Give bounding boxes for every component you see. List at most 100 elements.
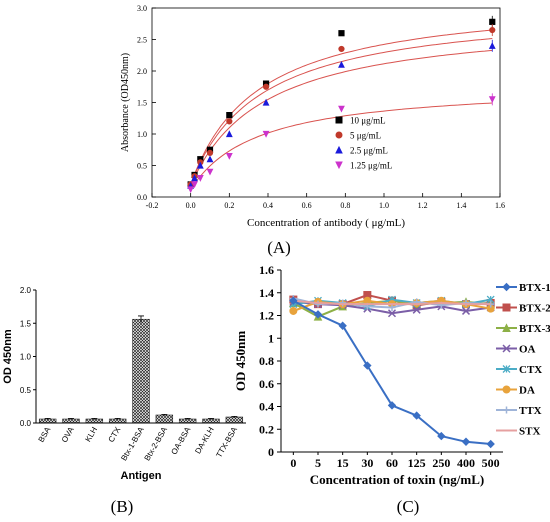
panel-a-x-tick-label: 1.4 bbox=[456, 201, 466, 210]
panel-c-legend-marker bbox=[502, 385, 511, 394]
panel-b-bar bbox=[225, 416, 244, 424]
panel-c-x-tick-label: 0 bbox=[290, 456, 296, 470]
panel-a-data-point bbox=[226, 118, 233, 125]
panel-a-y-axis-label: Absorbance (OD450nm) bbox=[120, 53, 131, 152]
panel-a-y-tick-label: 2.5 bbox=[137, 36, 147, 45]
panel-c-legend-label: OA bbox=[519, 344, 536, 356]
panel-b-y-tick-label: 0.5 bbox=[20, 386, 32, 395]
panel-c-x-tick-label: 125 bbox=[408, 456, 426, 470]
panel-a-legend-label: 10 μg/mL bbox=[350, 116, 386, 126]
panel-c-data-point bbox=[437, 431, 446, 441]
panel-b-x-tick-label: TTX-BSA bbox=[214, 425, 239, 459]
panel-c-x-tick-label: 400 bbox=[457, 456, 475, 470]
panel-c-legend-marker bbox=[502, 303, 511, 312]
panel-a-data-point bbox=[338, 45, 345, 53]
panel-a-x-tick-label: 1.6 bbox=[495, 201, 505, 210]
panel-a-y-tick-label: 0.5 bbox=[137, 162, 147, 171]
panel-a-data-point bbox=[225, 130, 233, 138]
panel-c-legend-label: BTX-1 bbox=[519, 282, 550, 294]
panel-c-legend-label: BTX-2 bbox=[519, 303, 550, 315]
panel-c-chart: 0 0.2 0.4 0.6 0.8 1 1.2 1.4 1.6 0 5 15 30 60 125 250 40… bbox=[233, 263, 550, 516]
panel-c-legend-label: CTX bbox=[519, 364, 542, 376]
panel-a-data-point bbox=[191, 174, 198, 182]
panel-b-label: (B) bbox=[111, 497, 134, 516]
panel-a-data-point bbox=[206, 149, 214, 156]
panel-a-data-point bbox=[262, 130, 270, 138]
panel-b-error-bar bbox=[138, 315, 144, 323]
panel-b-x-tick-label: OA-BSA bbox=[169, 425, 192, 456]
panel-a-data-point bbox=[262, 83, 270, 90]
panel-b-x-tick-label: BSA bbox=[37, 425, 53, 444]
panel-a-legend-marker bbox=[335, 145, 343, 154]
panel-a-data-point bbox=[225, 152, 233, 160]
panel-a-fit-curve bbox=[190, 102, 493, 190]
panel-a-chart: 0.00.51.01.52.02.53.0 -0.2 0.0 0.2 0.4 0.6 0.… bbox=[120, 4, 505, 257]
panel-b-error-bar bbox=[114, 417, 121, 420]
panel-b-bar bbox=[155, 414, 174, 424]
panel-b-y-tick-label: 0.0 bbox=[20, 419, 32, 428]
panel-b-x-tick-label: Btx-2-BSA bbox=[143, 425, 170, 462]
panel-b-error-bar bbox=[208, 417, 214, 420]
panel-c-y-tick-label: 1.4 bbox=[259, 286, 274, 300]
panel-b-error-bar bbox=[231, 415, 238, 418]
panel-a-data-point bbox=[226, 112, 233, 119]
panel-c-y-tick-label: 1 bbox=[268, 331, 274, 345]
panel-a-y-tick-label: 1.0 bbox=[137, 130, 147, 139]
panel-a-plot-area bbox=[151, 7, 501, 198]
panel-a-x-tick-label: 0.6 bbox=[302, 201, 312, 210]
panel-c-series-line bbox=[293, 299, 491, 306]
panel-a-legend-label: 2.5 μg/mL bbox=[350, 146, 388, 156]
panel-c-y-tick-label: 1.2 bbox=[259, 309, 274, 323]
panel-c-label: (C) bbox=[397, 497, 420, 516]
panel-a-label: (A) bbox=[267, 238, 291, 257]
panel-a-fit-curve bbox=[190, 49, 493, 186]
panel-c-data-point bbox=[461, 306, 471, 315]
panel-c-data-point bbox=[313, 310, 323, 319]
panel-a-data-point bbox=[338, 105, 345, 113]
panel-a-data-point bbox=[338, 60, 345, 68]
panel-c-data-point bbox=[486, 439, 495, 449]
panel-a-legend-marker bbox=[335, 116, 343, 124]
panel-c-data-point bbox=[462, 299, 470, 307]
panel-c-legend-marker bbox=[502, 344, 511, 353]
panel-c-y-tick-label: 0.6 bbox=[259, 377, 274, 391]
panel-c-data-point bbox=[289, 306, 298, 315]
panel-b-chart: 0.0 0.5 1.0 1.5 2.0 BSA OVA KLH CTXBtx-1-BSABtx… bbox=[2, 286, 246, 516]
panel-c-data-point bbox=[314, 300, 322, 308]
panel-a-legend-label: 1.25 μg/mL bbox=[350, 161, 392, 171]
panel-a-legend-marker bbox=[335, 131, 343, 139]
panel-c-y-axis-label: OD 450nm bbox=[233, 331, 248, 391]
panel-c-data-point bbox=[387, 401, 397, 410]
panel-a-x-tick-label: 1.0 bbox=[379, 201, 389, 210]
panel-b-x-axis-label: Antigen bbox=[121, 470, 162, 482]
panel-a-x-tick-label: -0.2 bbox=[146, 201, 159, 210]
panel-c-data-point bbox=[388, 304, 396, 312]
panel-c-y-tick-label: 0.4 bbox=[259, 400, 274, 414]
panel-c-legend-label: STX bbox=[519, 426, 540, 438]
panel-c-x-tick-label: 15 bbox=[337, 456, 349, 470]
panel-c-y-tick-label: 0 bbox=[268, 445, 274, 459]
panel-c-legend-marker bbox=[502, 282, 511, 292]
panel-a-x-tick-label: 0.8 bbox=[340, 201, 350, 210]
panel-a-data-point bbox=[196, 175, 204, 182]
panel-c-legend-marker bbox=[503, 406, 510, 414]
panel-b-x-tick-label: CTX bbox=[107, 425, 123, 444]
panel-c-y-tick-label: 0.8 bbox=[259, 354, 274, 368]
panel-c-data-point bbox=[363, 361, 372, 370]
panel-a-y-tick-label: 3.0 bbox=[137, 4, 147, 13]
panel-a-x-axis-label: Concentration of antibody ( μg/mL) bbox=[247, 217, 405, 229]
panel-b-y-tick-label: 1.5 bbox=[20, 319, 32, 328]
panel-c-data-point bbox=[338, 321, 347, 330]
panel-b-x-tick-label: DA-KLH bbox=[193, 425, 216, 455]
panel-c-y-tick-label: 1.6 bbox=[259, 263, 274, 277]
panel-c-legend-marker bbox=[502, 365, 511, 373]
panel-a-data-point bbox=[338, 30, 345, 37]
panel-c-x-tick-label: 60 bbox=[386, 456, 398, 470]
panel-a-x-tick-label: 0.0 bbox=[186, 201, 196, 210]
panel-a-fit-curve bbox=[190, 29, 493, 185]
panel-b-error-bar bbox=[161, 413, 168, 416]
panel-c-data-point bbox=[339, 299, 347, 307]
panel-a-x-tick-label: 0.4 bbox=[263, 201, 273, 210]
panel-b-x-tick-label: OVA bbox=[60, 425, 76, 444]
